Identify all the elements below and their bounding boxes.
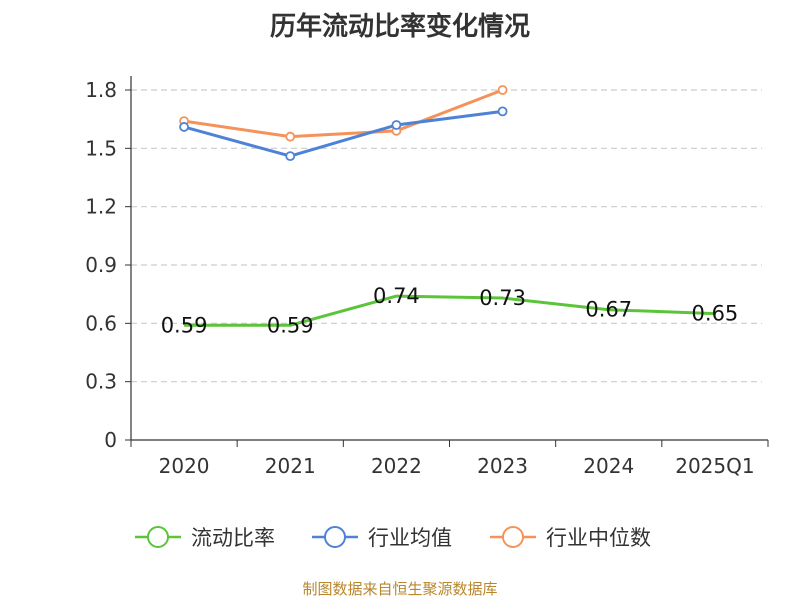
legend-marker	[502, 526, 524, 548]
series-lines	[179, 85, 715, 327]
legend-label: 流动比率	[191, 526, 275, 550]
data-label: 0.74	[373, 284, 420, 308]
legend-label: 行业均值	[368, 526, 452, 550]
grid-lines	[131, 89, 762, 383]
data-point	[285, 151, 296, 162]
x-tick-label: 2025Q1	[675, 454, 754, 478]
data-point	[497, 106, 508, 117]
x-tick-label: 2024	[583, 454, 634, 478]
legend-marker	[147, 526, 169, 548]
series-line	[183, 88, 504, 139]
x-tick-label: 2020	[159, 454, 210, 478]
y-tick-label: 0.6	[85, 311, 117, 335]
y-tick-label: 1.8	[85, 78, 117, 102]
data-labels: 0.59 0.59 0.74 0.73 0.67 0.65	[161, 284, 739, 337]
legend: 流动比率 行业均值 行业中位数	[135, 526, 651, 550]
data-label: 0.59	[161, 313, 208, 337]
y-tick-label: 1.2	[85, 195, 117, 219]
data-point	[179, 122, 189, 132]
legend-label: 行业中位数	[546, 526, 651, 550]
y-tick-label: 0.9	[85, 253, 117, 277]
x-tick-label: 2021	[265, 454, 316, 478]
series-line	[184, 294, 715, 327]
data-point	[497, 85, 508, 95]
series-line	[183, 109, 503, 158]
x-tick-label: 2023	[477, 454, 528, 478]
data-label: 0.73	[479, 286, 526, 310]
y-tick-label: 0.3	[85, 370, 117, 394]
source-note: 制图数据来自恒生聚源数据库	[302, 580, 498, 598]
y-tick-label: 0	[104, 428, 117, 452]
data-point	[391, 120, 402, 130]
data-label: 0.59	[267, 313, 314, 337]
data-label: 0.65	[692, 302, 739, 326]
axes: 0 0.3 0.6 0.9 1.2 1.5 1.8 2020 2021 2022 2023 2024 2…	[85, 76, 769, 478]
chart-title: 历年流动比率变化情况	[269, 12, 530, 42]
data-label: 0.67	[585, 298, 632, 322]
y-tick-label: 1.5	[85, 136, 117, 160]
legend-marker	[324, 526, 346, 548]
x-tick-label: 2022	[371, 454, 422, 478]
data-point	[285, 131, 296, 142]
